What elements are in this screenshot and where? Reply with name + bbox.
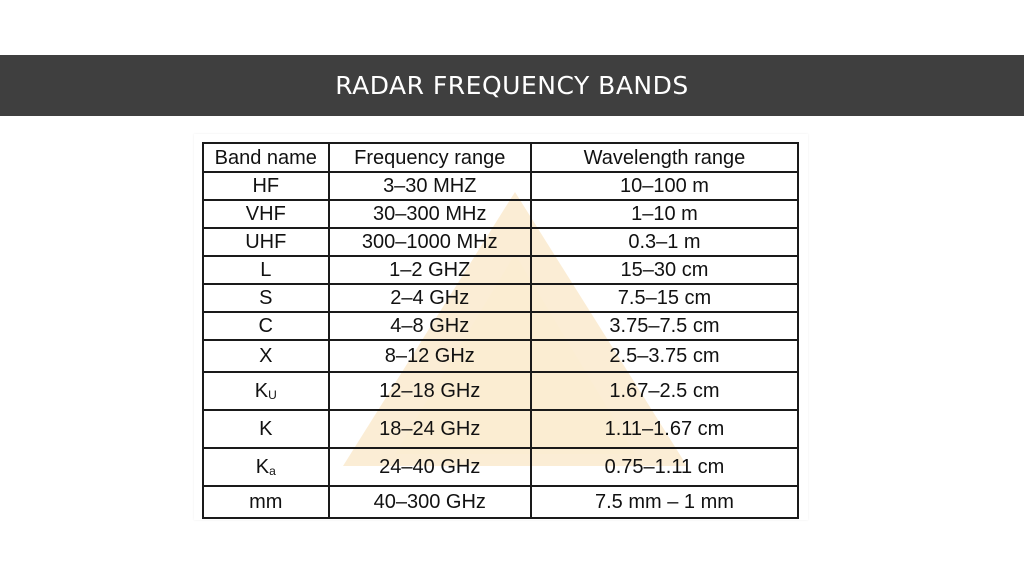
slide-title: RADAR FREQUENCY BANDS xyxy=(335,71,689,100)
frequency-cell: 300–1000 MHz xyxy=(327,227,532,257)
frequency-cell: 30–300 MHz xyxy=(327,199,532,229)
table-row: X 8–12 GHz 2.5–3.75 cm xyxy=(202,339,800,373)
wavelength-cell: 1.11–1.67 cm xyxy=(529,409,800,449)
wavelength-cell: 0.3–1 m xyxy=(529,227,800,257)
band-subscript: a xyxy=(269,464,276,478)
band-cell: UHF xyxy=(202,227,330,257)
table-row: S 2–4 GHz 7.5–15 cm xyxy=(202,283,800,313)
frequency-bands-table: Band name Frequency range Wavelength ran… xyxy=(202,142,800,519)
frequency-cell: 40–300 GHz xyxy=(327,485,532,519)
header-band-name: Band name xyxy=(202,142,330,173)
wavelength-cell: 2.5–3.75 cm xyxy=(529,339,800,373)
frequency-cell: 3–30 MHZ xyxy=(327,171,532,201)
table-row: VHF 30–300 MHz 1–10 m xyxy=(202,199,800,229)
frequency-cell: 8–12 GHz xyxy=(327,339,532,373)
header-frequency-range: Frequency range xyxy=(327,142,532,173)
wavelength-cell: 0.75–1.11 cm xyxy=(529,447,800,487)
band-cell: X xyxy=(202,339,330,373)
table-row: L 1–2 GHZ 15–30 cm xyxy=(202,255,800,285)
band-cell: mm xyxy=(202,485,330,519)
table-row: UHF 300–1000 MHz 0.3–1 m xyxy=(202,227,800,257)
title-bar: RADAR FREQUENCY BANDS xyxy=(0,55,1024,116)
band-letter: K xyxy=(255,456,270,478)
band-cell: K xyxy=(202,409,330,449)
frequency-cell: 2–4 GHz xyxy=(327,283,532,313)
frequency-cell: 18–24 GHz xyxy=(327,409,532,449)
table-row: mm 40–300 GHz 7.5 mm – 1 mm xyxy=(202,485,800,519)
band-cell: VHF xyxy=(202,199,330,229)
band-letter: K xyxy=(254,380,269,402)
wavelength-cell: 1.67–2.5 cm xyxy=(529,371,800,411)
band-subscript: U xyxy=(268,388,277,402)
table-header-row: Band name Frequency range Wavelength ran… xyxy=(202,142,800,173)
band-cell: Ka xyxy=(202,447,330,487)
table-row: KU 12–18 GHz 1.67–2.5 cm xyxy=(202,371,800,411)
band-cell: C xyxy=(202,311,330,341)
table-row: Ka 24–40 GHz 0.75–1.11 cm xyxy=(202,447,800,487)
band-cell: L xyxy=(202,255,330,285)
band-cell: KU xyxy=(202,371,330,411)
radar-bands-table-image: Band name Frequency range Wavelength ran… xyxy=(194,134,808,520)
table-row: C 4–8 GHz 3.75–7.5 cm xyxy=(202,311,800,341)
band-cell: S xyxy=(202,283,330,313)
header-wavelength-range: Wavelength range xyxy=(529,142,800,173)
frequency-cell: 1–2 GHZ xyxy=(327,255,532,285)
wavelength-cell: 1–10 m xyxy=(529,199,800,229)
frequency-cell: 4–8 GHz xyxy=(327,311,532,341)
frequency-cell: 12–18 GHz xyxy=(327,371,532,411)
table-row: K 18–24 GHz 1.11–1.67 cm xyxy=(202,409,800,449)
table-row: HF 3–30 MHZ 10–100 m xyxy=(202,171,800,201)
wavelength-cell: 15–30 cm xyxy=(529,255,800,285)
wavelength-cell: 7.5 mm – 1 mm xyxy=(529,485,800,519)
frequency-cell: 24–40 GHz xyxy=(327,447,532,487)
wavelength-cell: 7.5–15 cm xyxy=(529,283,800,313)
wavelength-cell: 3.75–7.5 cm xyxy=(529,311,800,341)
band-cell: HF xyxy=(202,171,330,201)
wavelength-cell: 10–100 m xyxy=(529,171,800,201)
